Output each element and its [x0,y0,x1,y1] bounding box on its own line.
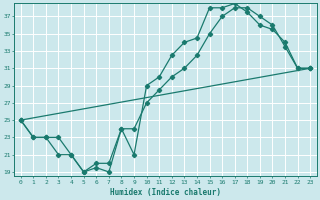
X-axis label: Humidex (Indice chaleur): Humidex (Indice chaleur) [110,188,221,197]
